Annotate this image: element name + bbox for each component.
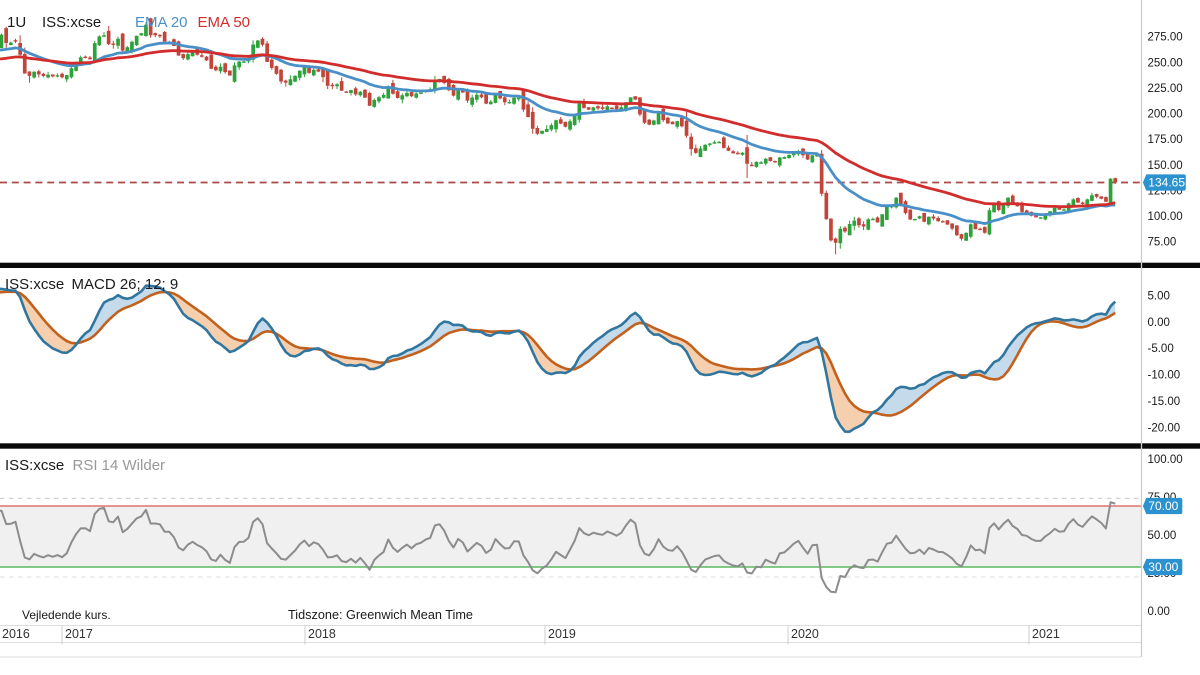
svg-text:1U: 1U (7, 14, 26, 31)
svg-text:MACD 26; 12; 9: MACD 26; 12; 9 (72, 276, 179, 293)
svg-text:30.00: 30.00 (1148, 560, 1178, 574)
svg-text:ISS:xcse: ISS:xcse (5, 457, 64, 474)
svg-text:0.00: 0.00 (1148, 606, 1170, 618)
svg-text:EMA 50: EMA 50 (198, 14, 251, 31)
svg-text:2020: 2020 (791, 627, 819, 641)
svg-text:-10.00: -10.00 (1148, 370, 1181, 382)
svg-text:RSI 14 Wilder: RSI 14 Wilder (73, 457, 166, 474)
svg-text:100.00: 100.00 (1148, 454, 1183, 466)
svg-text:2019: 2019 (548, 627, 576, 641)
svg-text:2016: 2016 (2, 627, 30, 641)
svg-text:EMA 20: EMA 20 (135, 14, 188, 31)
svg-text:0.00: 0.00 (1148, 317, 1170, 329)
svg-text:Vejledende kurs.: Vejledende kurs. (22, 608, 111, 622)
svg-text:-5.00: -5.00 (1148, 343, 1174, 355)
svg-text:50.00: 50.00 (1148, 530, 1177, 542)
svg-text:70.00: 70.00 (1148, 499, 1178, 513)
svg-text:ISS:xcse: ISS:xcse (5, 276, 64, 293)
svg-text:275.00: 275.00 (1148, 32, 1183, 44)
svg-text:5.00: 5.00 (1148, 290, 1170, 302)
svg-text:134.65: 134.65 (1148, 176, 1185, 190)
svg-text:2017: 2017 (65, 627, 93, 641)
svg-text:175.00: 175.00 (1148, 134, 1183, 146)
svg-text:-15.00: -15.00 (1148, 396, 1181, 408)
svg-text:100.00: 100.00 (1148, 211, 1183, 223)
svg-text:2018: 2018 (308, 627, 336, 641)
svg-text:150.00: 150.00 (1148, 160, 1183, 172)
svg-text:225.00: 225.00 (1148, 83, 1183, 95)
svg-text:2021: 2021 (1032, 627, 1060, 641)
svg-text:-20.00: -20.00 (1148, 422, 1181, 434)
svg-text:250.00: 250.00 (1148, 57, 1183, 69)
svg-text:200.00: 200.00 (1148, 109, 1183, 121)
svg-text:75.00: 75.00 (1148, 237, 1177, 249)
svg-text:ISS:xcse: ISS:xcse (42, 14, 101, 31)
svg-text:Tidszone: Greenwich Mean Time: Tidszone: Greenwich Mean Time (288, 608, 473, 622)
